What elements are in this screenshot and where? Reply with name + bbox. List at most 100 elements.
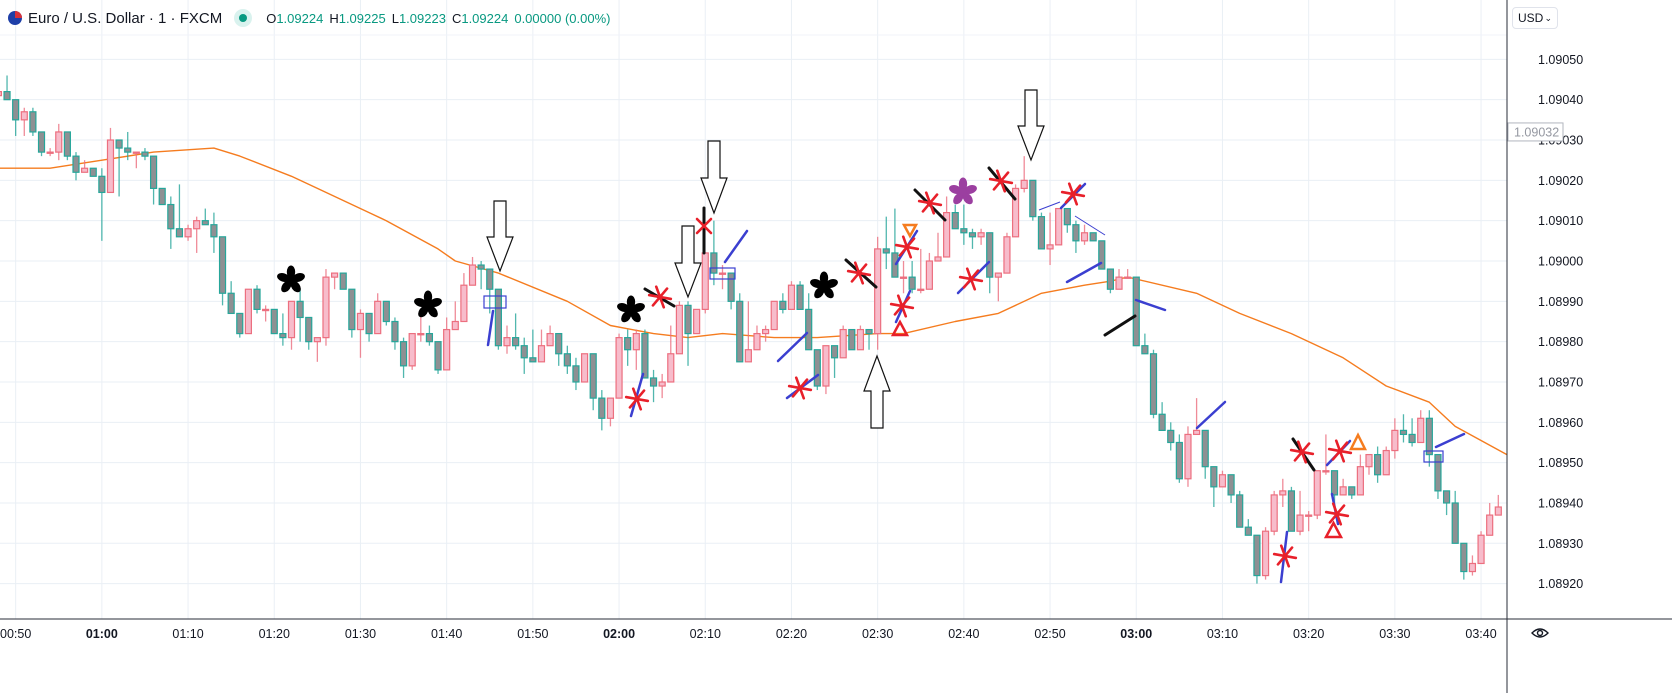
- candle[interactable]: [589, 353, 597, 411]
- trend-line-drawing[interactable]: [486, 309, 495, 347]
- candle[interactable]: [89, 167, 97, 177]
- candle[interactable]: [1115, 269, 1123, 290]
- red-asterisk-drawing[interactable]: [846, 261, 872, 285]
- candle[interactable]: [1486, 502, 1494, 536]
- candle[interactable]: [805, 293, 813, 351]
- candle[interactable]: [149, 155, 158, 205]
- candle[interactable]: [46, 148, 54, 157]
- trend-line-drawing[interactable]: [1195, 400, 1227, 430]
- candle[interactable]: [891, 208, 899, 278]
- candle[interactable]: [296, 289, 304, 342]
- candle[interactable]: [460, 273, 468, 323]
- candle[interactable]: [374, 293, 382, 335]
- candle[interactable]: [908, 261, 916, 294]
- candle[interactable]: [305, 316, 313, 350]
- candle[interactable]: [1442, 490, 1451, 516]
- candle[interactable]: [1236, 490, 1244, 528]
- down-arrow-drawing[interactable]: [486, 200, 514, 273]
- candle[interactable]: [356, 309, 365, 358]
- asterisk-drawing[interactable]: [616, 295, 646, 325]
- candle[interactable]: [253, 285, 261, 314]
- candle[interactable]: [830, 345, 839, 378]
- red-asterisk-drawing[interactable]: [894, 235, 920, 259]
- candle[interactable]: [1348, 486, 1356, 499]
- candle[interactable]: [494, 288, 502, 350]
- candle[interactable]: [201, 208, 209, 226]
- candle[interactable]: [649, 369, 658, 403]
- candle[interactable]: [1167, 422, 1175, 451]
- candle[interactable]: [29, 107, 37, 136]
- candle[interactable]: [1460, 542, 1468, 580]
- rectangle-drawing[interactable]: [709, 267, 736, 280]
- candle[interactable]: [210, 212, 218, 253]
- candle[interactable]: [1244, 519, 1252, 536]
- candle[interactable]: [1425, 410, 1433, 467]
- candle[interactable]: [1434, 453, 1442, 499]
- candle[interactable]: [391, 317, 399, 350]
- rectangle-drawing[interactable]: [483, 295, 507, 309]
- candle[interactable]: [244, 288, 252, 335]
- candle[interactable]: [839, 325, 847, 359]
- candle[interactable]: [968, 228, 977, 249]
- trend-line-drawing[interactable]: [776, 331, 809, 363]
- candle[interactable]: [943, 196, 951, 258]
- candle[interactable]: [262, 305, 270, 322]
- candle[interactable]: [0, 91, 3, 100]
- candle[interactable]: [12, 99, 20, 136]
- candle[interactable]: [477, 261, 485, 290]
- red-asterisk-drawing[interactable]: [917, 191, 943, 215]
- candle[interactable]: [1391, 418, 1399, 459]
- candle[interactable]: [425, 325, 434, 346]
- trend-line-drawing[interactable]: [1065, 261, 1103, 284]
- red-x-drawing[interactable]: [695, 217, 713, 235]
- candle[interactable]: [175, 184, 184, 238]
- red-asterisk-drawing[interactable]: [1289, 440, 1315, 464]
- candle[interactable]: [1339, 478, 1347, 496]
- trend-line-drawing[interactable]: [1134, 298, 1167, 312]
- candle[interactable]: [675, 301, 684, 355]
- candle[interactable]: [994, 272, 1002, 302]
- candle[interactable]: [753, 325, 761, 351]
- trend-line-drawing[interactable]: [629, 372, 645, 418]
- red-asterisk-drawing[interactable]: [1272, 544, 1298, 568]
- candle[interactable]: [951, 204, 959, 230]
- candle[interactable]: [1011, 184, 1020, 238]
- candle[interactable]: [236, 312, 244, 338]
- candle[interactable]: [63, 131, 71, 161]
- candle[interactable]: [399, 337, 408, 378]
- candle[interactable]: [1399, 414, 1408, 443]
- symbol-legend[interactable]: Euro / U.S. Dollar · 1 · FXCM O1.09224 H…: [8, 8, 610, 28]
- candle[interactable]: [55, 123, 63, 161]
- candle[interactable]: [287, 300, 296, 350]
- candle[interactable]: [1417, 410, 1425, 444]
- down-arrow-drawing[interactable]: [700, 140, 728, 215]
- candle[interactable]: [1201, 429, 1209, 479]
- candle[interactable]: [132, 151, 140, 169]
- trend-line-drawing[interactable]: [1434, 432, 1466, 449]
- candle[interactable]: [1158, 402, 1166, 431]
- candle[interactable]: [1218, 470, 1227, 488]
- candle[interactable]: [925, 252, 933, 290]
- red-asterisk-drawing[interactable]: [958, 267, 984, 291]
- candle[interactable]: [313, 337, 321, 362]
- candle[interactable]: [1184, 426, 1192, 487]
- candle[interactable]: [710, 220, 718, 286]
- candle[interactable]: [1132, 276, 1140, 347]
- candle[interactable]: [115, 139, 123, 197]
- candle[interactable]: [1141, 333, 1149, 355]
- candle[interactable]: [270, 308, 278, 335]
- candle[interactable]: [796, 281, 804, 310]
- candle[interactable]: [468, 256, 477, 286]
- candle[interactable]: [1072, 220, 1080, 253]
- candle[interactable]: [417, 313, 425, 342]
- candle[interactable]: [1037, 212, 1046, 250]
- symbol-title[interactable]: Euro / U.S. Dollar · 1 · FXCM: [28, 9, 223, 27]
- candle[interactable]: [37, 131, 46, 157]
- candle[interactable]: [736, 293, 744, 363]
- candle[interactable]: [960, 204, 968, 245]
- candle[interactable]: [874, 236, 882, 350]
- rectangle-drawing[interactable]: [1423, 450, 1444, 463]
- red-asterisk-drawing[interactable]: [889, 294, 915, 318]
- candle[interactable]: [865, 328, 873, 350]
- candle[interactable]: [882, 216, 890, 270]
